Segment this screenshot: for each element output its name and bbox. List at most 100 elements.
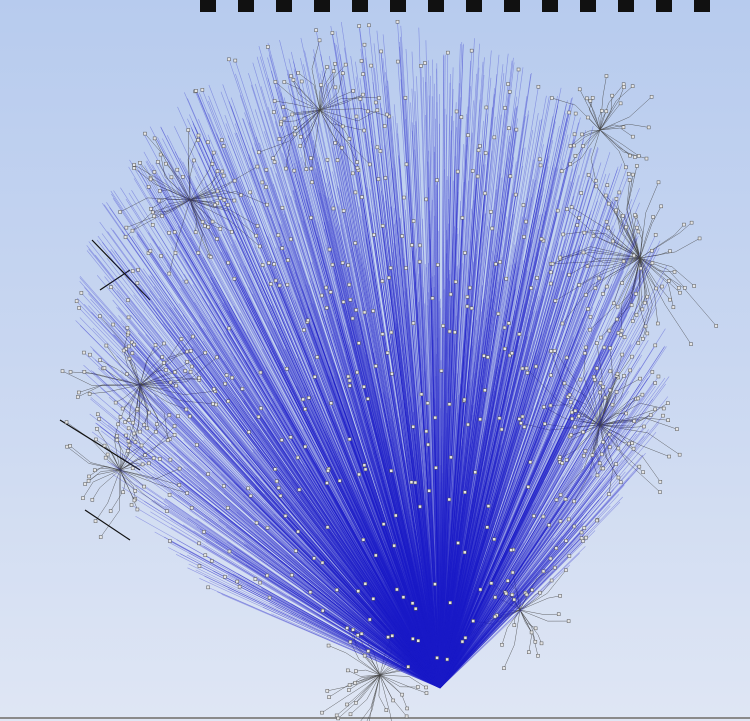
node (675, 428, 678, 431)
node (277, 234, 280, 237)
node (374, 101, 377, 104)
node (493, 538, 496, 541)
node (149, 207, 152, 210)
node (579, 378, 582, 381)
node (448, 330, 451, 333)
node (455, 110, 458, 113)
node (368, 618, 371, 621)
dash (352, 0, 368, 12)
node (363, 129, 366, 132)
node (197, 251, 200, 254)
node (382, 523, 385, 526)
node (466, 305, 469, 308)
node (316, 356, 319, 359)
node (277, 486, 280, 489)
node (549, 271, 552, 274)
node (128, 444, 131, 447)
node (605, 110, 608, 113)
node (502, 667, 505, 670)
node (380, 50, 383, 53)
node (91, 498, 94, 501)
node (574, 154, 577, 157)
node (130, 503, 133, 506)
node (233, 199, 236, 202)
node (580, 133, 583, 136)
node (363, 311, 366, 314)
dash (656, 0, 672, 12)
node (348, 684, 351, 687)
node (227, 400, 230, 403)
node (534, 640, 537, 643)
node (266, 45, 269, 48)
node (119, 416, 122, 419)
node (582, 145, 585, 148)
node (654, 233, 657, 236)
node (69, 370, 72, 373)
node (320, 83, 323, 86)
node (160, 254, 163, 257)
node (580, 192, 583, 195)
node (349, 640, 352, 643)
node (279, 123, 282, 126)
node (163, 342, 166, 345)
node (493, 136, 496, 139)
node (216, 190, 219, 193)
node (625, 226, 628, 229)
node (233, 277, 236, 280)
node (645, 157, 648, 160)
node (460, 116, 463, 119)
node (280, 439, 283, 442)
dash (314, 0, 330, 12)
node (442, 324, 445, 327)
node (607, 226, 610, 229)
node (206, 141, 209, 144)
node (505, 277, 508, 280)
node (247, 487, 250, 490)
node (621, 353, 624, 356)
node (334, 86, 337, 89)
node (621, 282, 624, 285)
node (427, 443, 430, 446)
node (385, 709, 388, 712)
node (212, 402, 215, 405)
node (659, 491, 662, 494)
node (412, 425, 415, 428)
node (410, 244, 413, 247)
node (467, 134, 470, 137)
node (434, 416, 437, 419)
node (266, 203, 269, 206)
node (390, 372, 393, 375)
node (551, 262, 554, 265)
node (367, 24, 370, 27)
node (354, 242, 357, 245)
node (522, 235, 525, 238)
node (168, 493, 171, 496)
node (513, 624, 516, 627)
node (226, 203, 229, 206)
node (347, 264, 350, 267)
node (140, 444, 143, 447)
node (583, 352, 586, 355)
node (463, 491, 466, 494)
node (523, 425, 526, 428)
node (625, 412, 628, 415)
node (635, 164, 638, 167)
node (468, 286, 471, 289)
node (138, 430, 141, 433)
node (633, 420, 636, 423)
node (519, 422, 522, 425)
node (521, 367, 524, 370)
node (548, 524, 551, 527)
node (204, 351, 207, 354)
node (647, 126, 650, 129)
node (578, 216, 581, 219)
node (81, 497, 84, 500)
node (584, 450, 587, 453)
node (637, 230, 640, 233)
node (136, 508, 139, 511)
node (355, 309, 358, 312)
node (98, 315, 101, 318)
node (474, 471, 477, 474)
node (173, 371, 176, 374)
node (149, 178, 152, 181)
